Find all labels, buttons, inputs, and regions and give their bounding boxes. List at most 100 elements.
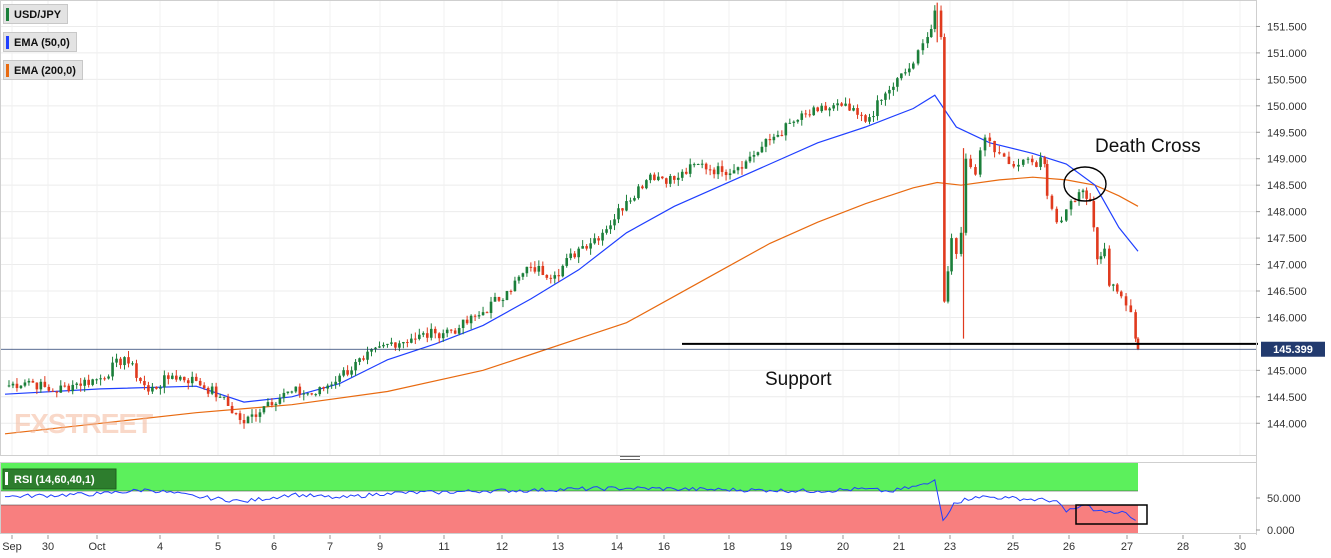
candle-body	[788, 122, 792, 124]
candle-body	[1129, 305, 1133, 313]
candle-body	[946, 271, 950, 302]
legend-ema50[interactable]: EMA (50,0)	[3, 32, 77, 52]
time-tick-label: 28	[1177, 541, 1189, 553]
support-label: Support	[765, 369, 832, 390]
candle-body	[338, 375, 341, 382]
candle-body	[31, 380, 35, 383]
candle-body	[856, 108, 859, 115]
candle-body	[764, 139, 768, 147]
rsi-overbought-zone	[1, 463, 1138, 491]
candle-body	[1073, 201, 1077, 203]
panel-splitter-handle[interactable]	[620, 456, 640, 460]
legend-usdjpy[interactable]: USD/JPY	[3, 4, 69, 24]
candle-body	[286, 391, 290, 393]
candle-body	[310, 393, 314, 395]
candle-body	[477, 315, 481, 317]
candle-body	[290, 391, 294, 393]
candle-body	[394, 342, 397, 348]
candle-body	[760, 146, 764, 153]
candle-body	[1043, 157, 1047, 165]
candle-body	[921, 43, 925, 51]
candle-body	[974, 167, 977, 175]
candle-body	[860, 114, 863, 116]
candle-body	[266, 402, 270, 407]
candle-body	[143, 380, 146, 386]
candle-body	[617, 208, 620, 220]
candle-body	[501, 300, 505, 302]
candle-body	[99, 378, 102, 380]
legend-ema200[interactable]: EMA (200,0)	[3, 60, 83, 80]
candle-body	[497, 296, 501, 301]
candle-body	[804, 113, 808, 115]
candle-body	[1002, 153, 1006, 157]
candle-body	[597, 238, 600, 241]
candle-body	[234, 413, 238, 415]
candle-body	[206, 387, 210, 394]
rsi-oversold-zone	[1, 505, 1138, 533]
candle-body	[1045, 164, 1049, 196]
price-tick-label: 144.500	[1267, 392, 1307, 404]
candle-body	[844, 103, 847, 106]
price-tick-label: 151.500	[1267, 21, 1307, 33]
price-tick-label: 147.000	[1267, 260, 1307, 272]
candle-body	[163, 375, 166, 388]
candle-body	[35, 382, 39, 390]
candle-body	[294, 386, 298, 392]
time-tick-label: 25	[1007, 541, 1019, 553]
candle-body	[457, 328, 461, 334]
candle-body	[214, 386, 218, 398]
candle-body	[39, 381, 43, 390]
candle-body	[374, 347, 377, 350]
candle-body	[880, 99, 883, 101]
death-cross-label: Death Cross	[1095, 136, 1201, 157]
candle-body	[481, 312, 485, 316]
candle-body	[780, 134, 784, 136]
candle-body	[318, 387, 322, 395]
candle-body	[732, 170, 736, 174]
candle-body	[473, 315, 477, 317]
candle-body	[784, 123, 788, 136]
candle-body	[238, 413, 242, 420]
candle-body	[796, 119, 800, 122]
candle-body	[95, 379, 98, 381]
candle-body	[692, 164, 696, 166]
candle-body	[63, 385, 67, 387]
time-tick-label: 7	[327, 541, 333, 553]
candle-body	[720, 166, 724, 172]
candle-body	[836, 103, 839, 106]
candle-body	[226, 396, 230, 406]
candle-body	[926, 37, 929, 44]
candle-body	[398, 343, 401, 348]
candle-body	[888, 89, 891, 94]
candle-body	[637, 186, 640, 199]
time-tick-label: Oct	[88, 541, 105, 553]
candle-body	[270, 402, 274, 406]
candle-body	[1119, 291, 1123, 297]
candle-body	[812, 107, 816, 116]
candle-body	[525, 266, 529, 274]
candle-body	[816, 107, 820, 112]
price-axis: 144.000 144.500 145.000 146.000 146.500 147.0…	[1256, 21, 1307, 430]
candle-body	[728, 173, 732, 176]
candle-body	[916, 50, 920, 64]
candle-body	[672, 176, 676, 180]
candle-body	[1103, 248, 1106, 257]
rsi-tick-label: 50.000	[1267, 493, 1301, 505]
candle-body	[51, 390, 55, 392]
candle-body	[1039, 157, 1042, 167]
candle-body	[896, 78, 899, 87]
candle-body	[964, 158, 968, 233]
candle-body	[577, 248, 580, 258]
candle-body	[969, 158, 972, 168]
candle-body	[908, 68, 911, 73]
time-tick-label: Sep	[2, 541, 22, 553]
candle-body	[449, 329, 453, 331]
candle-body	[433, 328, 437, 334]
candle-body	[517, 276, 521, 281]
price-tick-label: 148.000	[1267, 207, 1307, 219]
candle-body	[509, 290, 513, 292]
svg-text:RSI (14,60,40,1): RSI (14,60,40,1)	[14, 474, 95, 486]
candle-body	[585, 246, 588, 249]
candle-body	[190, 376, 194, 384]
candle-body	[549, 277, 553, 279]
